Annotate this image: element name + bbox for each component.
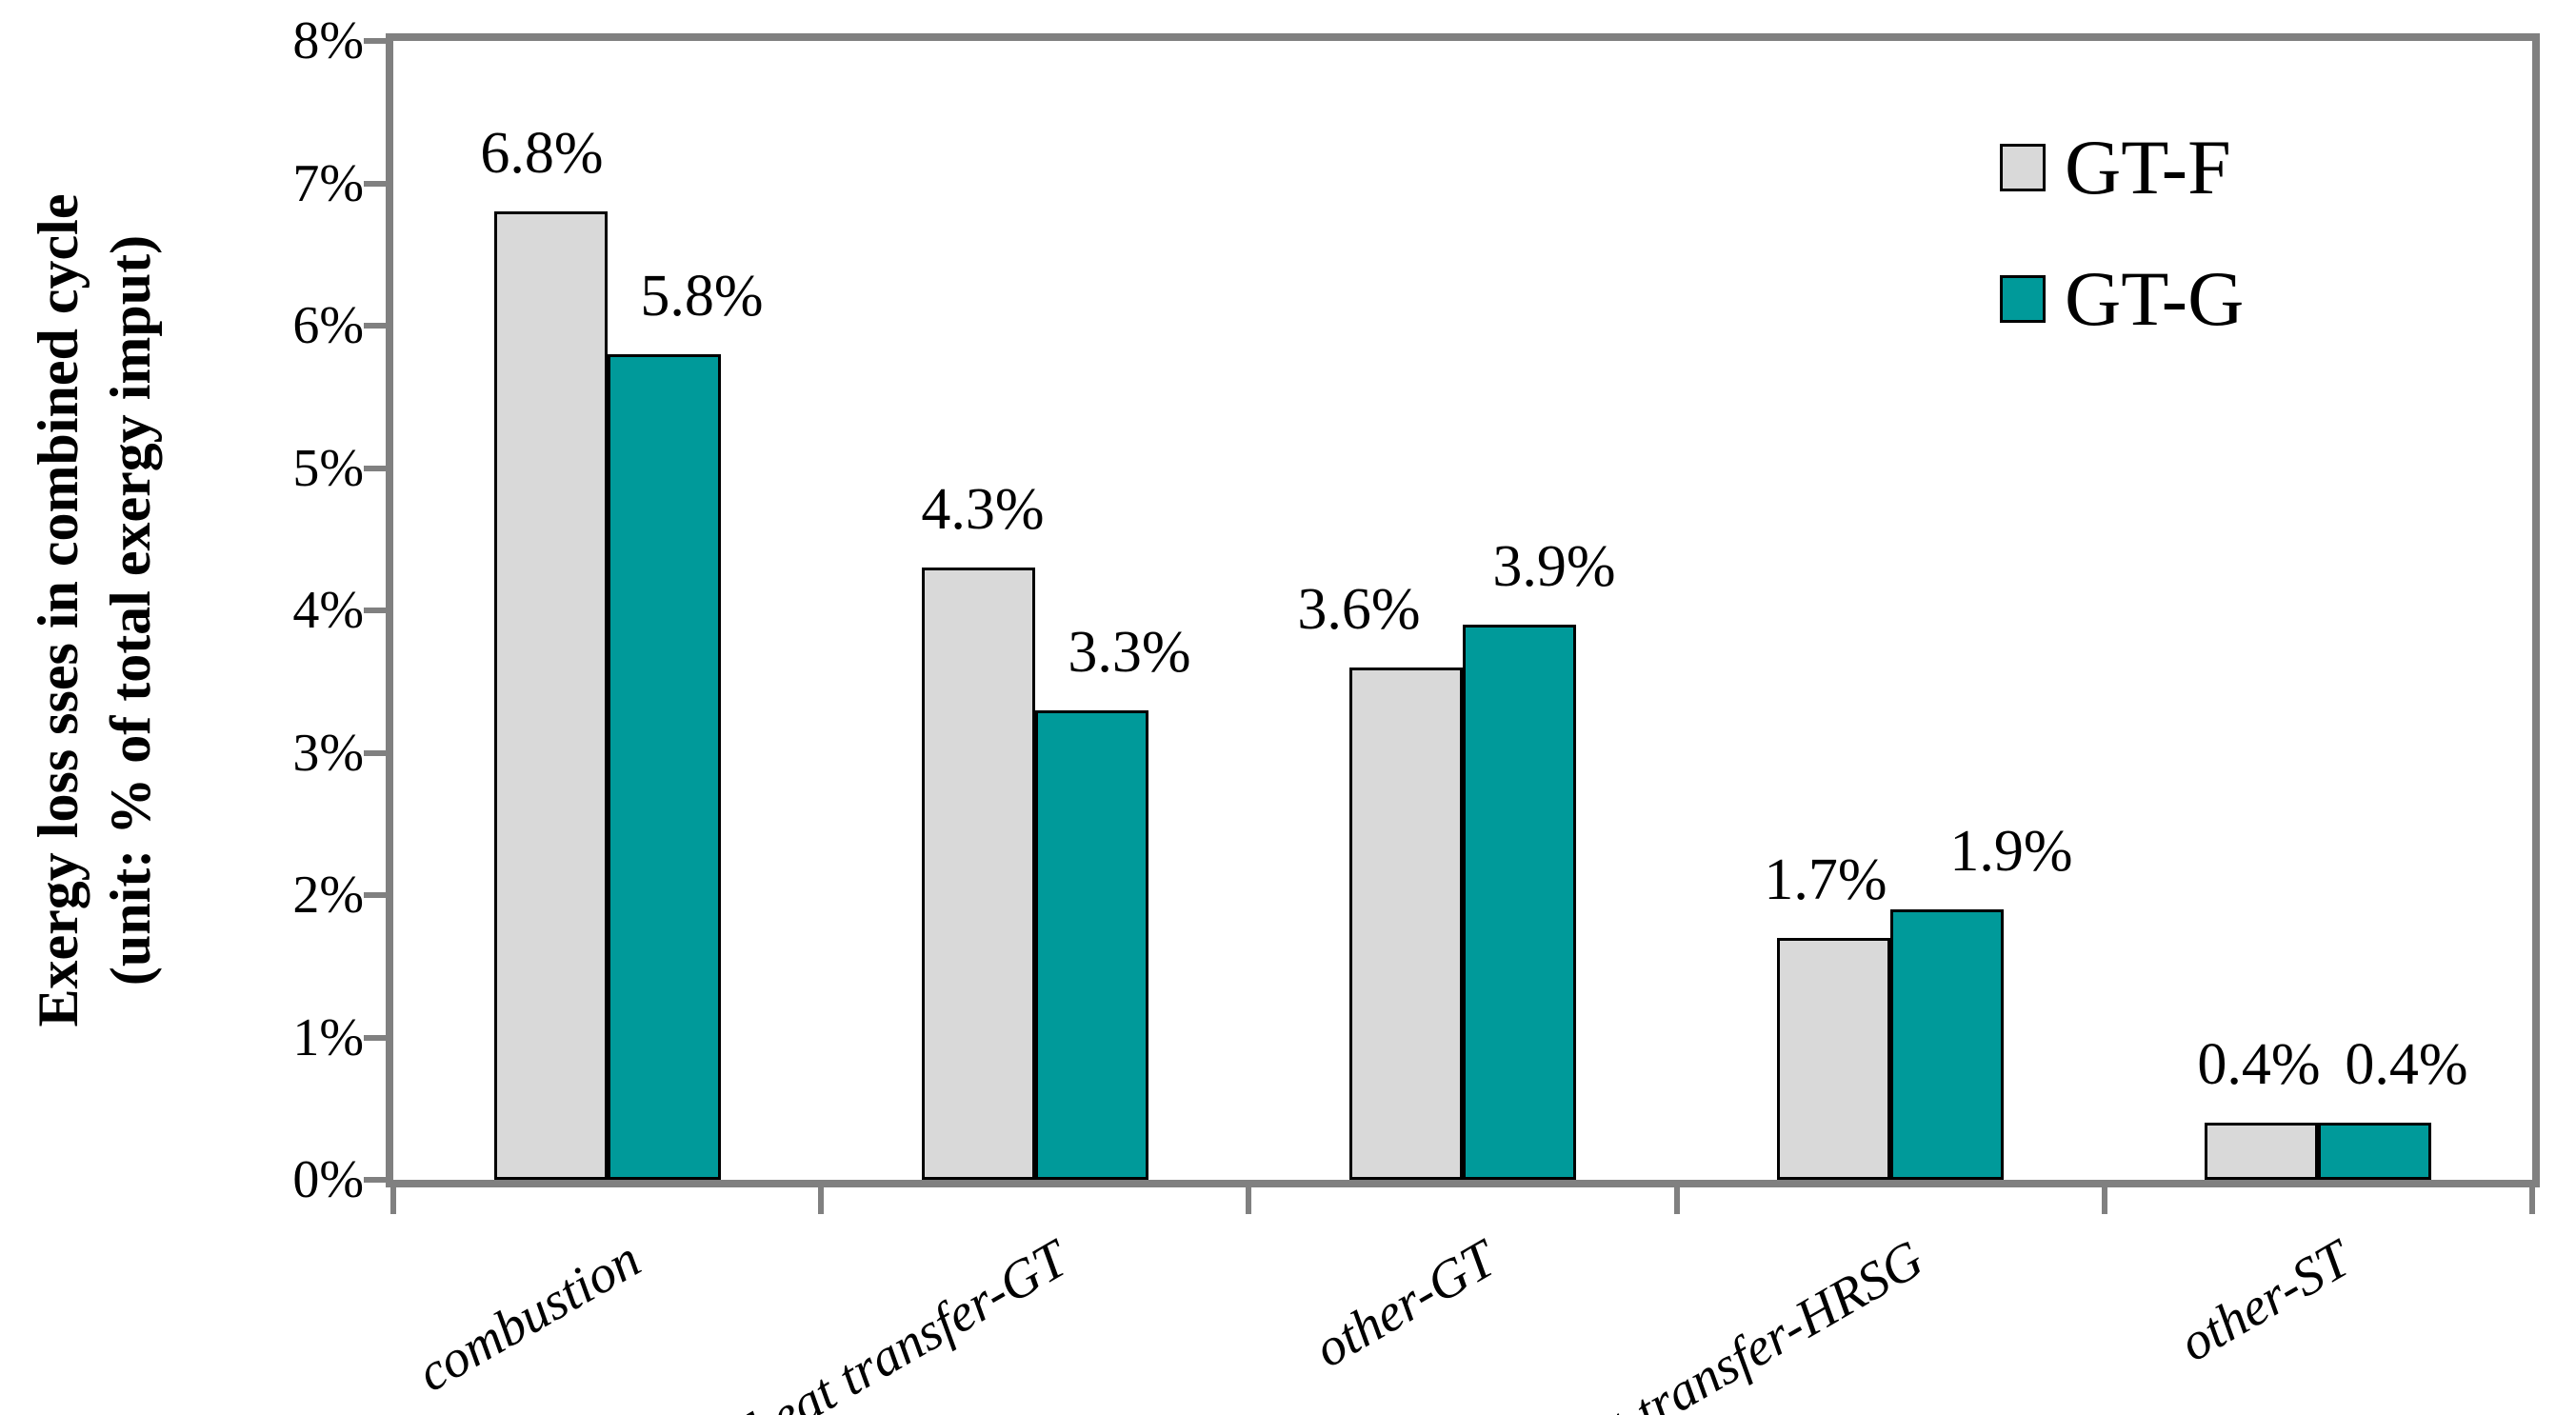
bar-gt-g-other-gt: [1463, 625, 1576, 1180]
y-tick-mark-2: [364, 892, 387, 898]
legend-item-gt-f: GT-F: [2000, 122, 2244, 213]
y-tick-label-8: 8%: [292, 11, 364, 70]
value-label-gt-g-heat-transfer-gt: 3.3%: [1068, 620, 1191, 685]
value-label-gt-f-heat-transfer-gt: 4.3%: [921, 477, 1045, 542]
value-label-gt-g-other-st: 0.4%: [2345, 1032, 2468, 1097]
bar-gt-f-other-gt: [1349, 668, 1463, 1180]
bar-gt-g-heat-transfer-gt: [1035, 710, 1148, 1180]
legend-label-gt-g: GT-G: [2065, 255, 2245, 342]
x-tick-mark-3: [1674, 1187, 1680, 1214]
y-tick-mark-3: [364, 750, 387, 756]
bar-gt-g-other-st: [2318, 1123, 2431, 1180]
y-axis-title: Exergy loss sses in combined cycle (unit…: [22, 34, 170, 1186]
legend: GT-F GT-G: [2000, 122, 2244, 385]
value-label-gt-f-other-gt: 3.6%: [1297, 577, 1421, 642]
value-label-gt-f-other-st: 0.4%: [2197, 1032, 2321, 1097]
x-category-label-heat-transfer-hrsg: heat transfer-HRSG: [1533, 1229, 1933, 1415]
y-tick-label-2: 2%: [292, 866, 364, 925]
x-tick-mark-5: [2529, 1187, 2535, 1214]
bar-gt-g-heat-transfer-hrsg: [1890, 909, 2004, 1180]
x-tick-mark-2: [1246, 1187, 1251, 1214]
bar-gt-f-heat-transfer-gt: [922, 568, 1035, 1180]
legend-label-gt-f: GT-F: [2065, 124, 2231, 210]
value-label-gt-f-combustion: 6.8%: [480, 121, 604, 186]
bar-gt-f-heat-transfer-hrsg: [1777, 938, 1890, 1180]
y-tick-label-7: 7%: [292, 154, 364, 213]
x-category-label-combustion: combustion: [407, 1229, 650, 1404]
x-category-label-other-st: other-ST: [2169, 1229, 2361, 1374]
x-tick-mark-1: [818, 1187, 824, 1214]
y-tick-label-0: 0%: [292, 1150, 364, 1209]
x-tick-mark-4: [2102, 1187, 2107, 1214]
y-tick-mark-0: [364, 1177, 387, 1183]
y-tick-label-3: 3%: [292, 724, 364, 783]
y-axis-title-line1: Exergy loss sses in combined cycle: [27, 193, 90, 1027]
y-tick-mark-7: [364, 181, 387, 187]
y-tick-mark-8: [364, 38, 387, 44]
y-tick-label-5: 5%: [292, 439, 364, 498]
bars-container: 6.8% 4.3% 3.6% 1.7% 0.4% 5.8% 3.3% 3.9% 1.9% 0.4%: [393, 41, 2532, 1180]
y-tick-mark-4: [364, 608, 387, 613]
value-label-gt-g-other-gt: 3.9%: [1492, 534, 1616, 599]
y-tick-label-6: 6%: [292, 296, 364, 355]
bar-gt-f-combustion: [494, 211, 608, 1180]
legend-swatch-gt-f: [2000, 144, 2046, 191]
legend-swatch-gt-g: [2000, 275, 2046, 323]
value-label-gt-g-combustion: 5.8%: [640, 264, 764, 329]
x-tick-mark-0: [390, 1187, 396, 1214]
y-tick-label-4: 4%: [292, 581, 364, 640]
y-tick-label-1: 1%: [292, 1008, 364, 1067]
y-tick-mark-6: [364, 323, 387, 329]
value-label-gt-g-heat-transfer-hrsg: 1.9%: [1949, 819, 2073, 884]
plot-area: 6.8% 4.3% 3.6% 1.7% 0.4% 5.8% 3.3% 3.9% 1.9% 0.4%: [386, 33, 2540, 1187]
y-axis-title-line2: (unit: % of total exergy imput): [99, 234, 162, 987]
bar-gt-g-combustion: [608, 354, 721, 1180]
y-tick-mark-1: [364, 1035, 387, 1041]
value-label-gt-f-heat-transfer-hrsg: 1.7%: [1764, 847, 1887, 912]
bar-gt-f-other-st: [2205, 1123, 2318, 1180]
legend-item-gt-g: GT-G: [2000, 253, 2244, 345]
x-category-label-heat-transfer-gt: heat transfer-GT: [737, 1229, 1078, 1415]
x-category-label-other-gt: other-GT: [1304, 1229, 1506, 1380]
y-tick-mark-5: [364, 466, 387, 471]
